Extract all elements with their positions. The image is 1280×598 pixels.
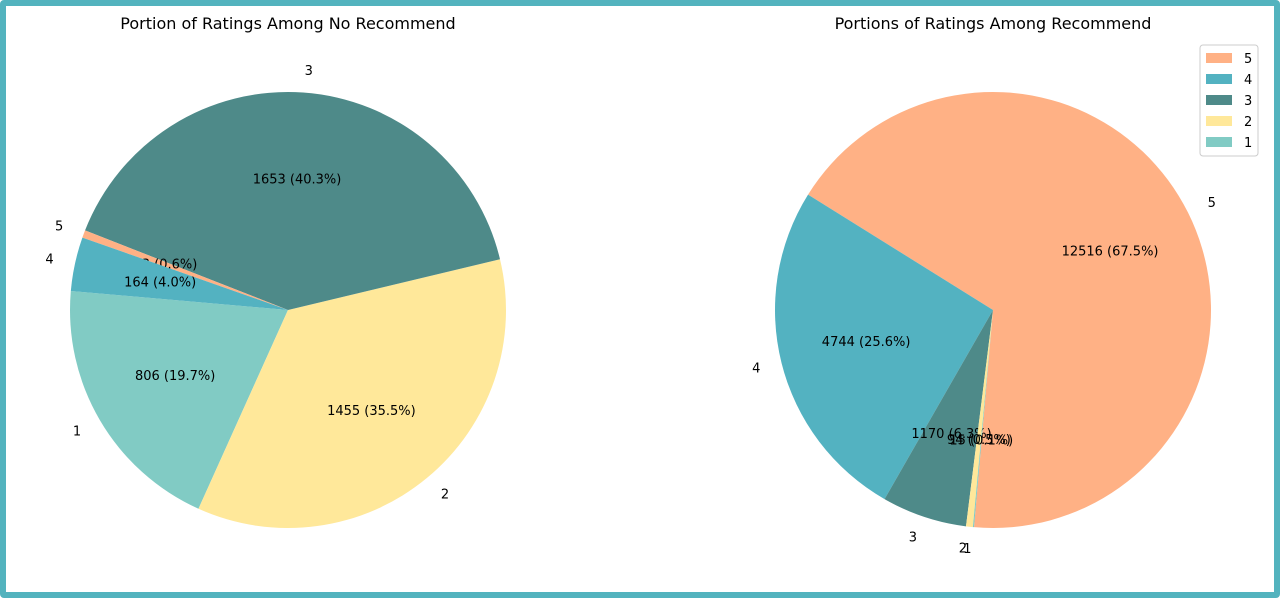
left-slice-label-4: 4	[45, 252, 53, 267]
right-slice-value-4: 4744 (25.6%)	[822, 335, 911, 350]
legend-label-4: 4	[1244, 73, 1252, 88]
left-slice-value-1: 806 (19.7%)	[135, 369, 215, 384]
right-slice-value-2: 94 (0.5%)	[947, 433, 1011, 448]
left-slice-4	[70, 237, 288, 310]
legend-label-3: 3	[1244, 94, 1252, 109]
legend: 5 4 3 2 1	[1199, 44, 1259, 157]
left-slice-value-3: 1653 (40.3%)	[253, 173, 342, 188]
legend-label-1: 1	[1244, 136, 1252, 151]
right-slice-3	[884, 310, 993, 527]
right-slice-label-1: 1	[963, 542, 971, 557]
left-slice-1	[70, 291, 288, 509]
right-slice-value-1: 15 (0.1%)	[949, 433, 1013, 448]
right-slice-value-5: 12516 (67.5%)	[1062, 245, 1159, 260]
left-slice-label-5: 5	[55, 219, 63, 234]
right-slice-2	[965, 310, 993, 528]
left-slice-value-4: 164 (4.0%)	[124, 275, 196, 290]
left-slice-label-3: 3	[305, 64, 313, 79]
left-slice-label-2: 2	[441, 488, 449, 503]
left-slice-value-2: 1455 (35.5%)	[327, 404, 416, 419]
left-slice-2	[198, 259, 506, 528]
right-slice-label-2: 2	[959, 541, 967, 556]
legend-swatch-2	[1206, 116, 1232, 126]
legend-swatch-4	[1206, 74, 1232, 84]
right-chart-title: Portions of Ratings Among Recommend	[835, 14, 1152, 33]
left-slice-3	[85, 91, 500, 310]
right-pie: 5 12516 (67.5%) 4 4744 (25.6%) 3 1170 (6.3%) 2…	[752, 92, 1216, 557]
left-slice-5	[82, 230, 289, 310]
legend-swatch-5	[1206, 53, 1232, 63]
right-slice-label-5: 5	[1208, 196, 1216, 211]
right-slice-5	[808, 92, 1211, 529]
right-slice-label-4: 4	[752, 361, 760, 376]
left-slice-label-1: 1	[73, 424, 81, 439]
right-slice-label-3: 3	[909, 530, 917, 545]
right-slice-4	[775, 194, 993, 500]
legend-label-2: 2	[1244, 115, 1252, 130]
right-slice-1	[972, 310, 993, 528]
left-chart-title: Portion of Ratings Among No Recommend	[120, 14, 455, 33]
legend-swatch-1	[1206, 137, 1232, 147]
legend-swatch-3	[1206, 95, 1232, 105]
right-slice-value-3: 1170 (6.3%)	[911, 427, 991, 442]
legend-label-5: 5	[1244, 52, 1252, 67]
